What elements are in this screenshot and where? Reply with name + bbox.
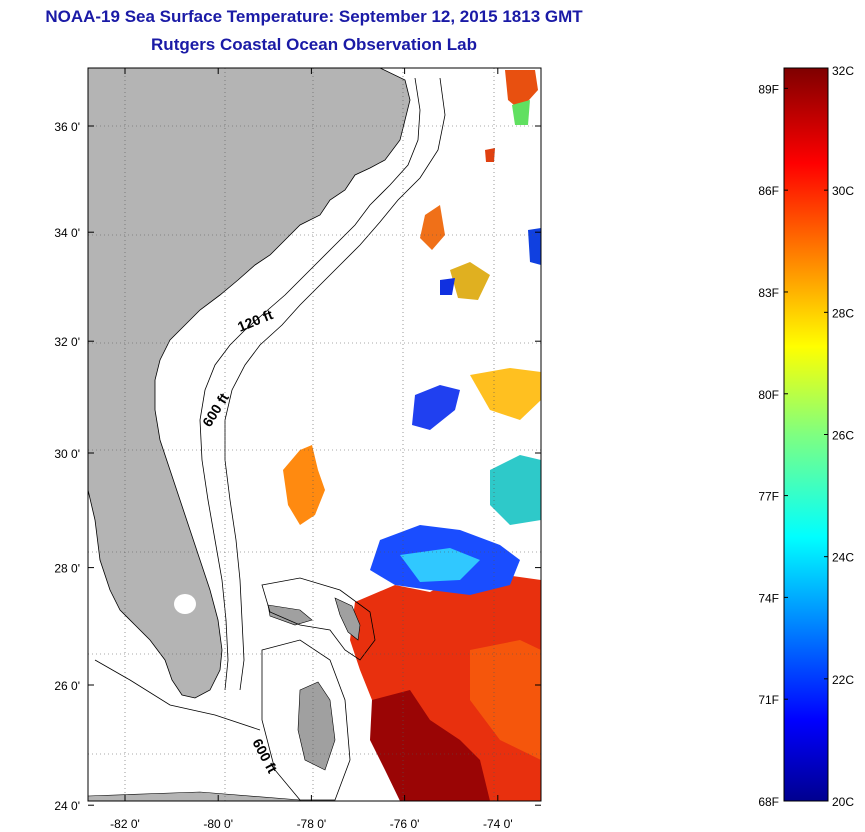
- lat-tick-label: 26 0': [54, 679, 80, 693]
- land-bahamas-abaco: [334, 597, 361, 641]
- colorbar: [783, 67, 829, 802]
- sst-patch-north-blue: [440, 278, 455, 295]
- contour-keys: [94, 659, 261, 731]
- lat-tick-label: 28 0': [54, 562, 80, 576]
- sst-patch-teal-east: [490, 455, 541, 525]
- sst-patch-ne-green: [512, 100, 530, 125]
- lon-tick-label: -76 0': [390, 817, 420, 831]
- lat-tick-label: 36 0': [54, 120, 80, 134]
- sst-patch-30n: [412, 385, 460, 430]
- contour-600ft: [224, 77, 446, 691]
- fahrenheit-label: 74F: [758, 591, 779, 605]
- lat-tick-label: 30 0': [54, 447, 80, 461]
- lake-okeechobee: [174, 594, 196, 614]
- colorbar-celsius-labels: 32C 30C 28C 26C 24C 22C 20C: [824, 64, 854, 809]
- contour-bahamas-bank-2: [261, 639, 351, 801]
- contour-120ft: [199, 77, 421, 691]
- land-bahamas-grand: [267, 604, 313, 626]
- fahrenheit-label: 83F: [758, 286, 779, 300]
- sst-patch-cyan: [400, 548, 480, 582]
- contour-bahamas-bank-1: [261, 577, 376, 661]
- sst-patch-north-mix: [450, 262, 490, 300]
- fahrenheit-label: 86F: [758, 184, 779, 198]
- lat-tick-label: 34 0': [54, 226, 80, 240]
- celsius-label: 24C: [832, 551, 854, 565]
- sst-patch-small-1: [485, 148, 495, 162]
- lat-tick-label: 24 0': [54, 799, 80, 813]
- celsius-label: 32C: [832, 64, 854, 78]
- land-us-southeast: [88, 68, 411, 699]
- map-subtitle: Rutgers Coastal Ocean Observation Lab: [151, 35, 477, 54]
- land-bahamas-andros: [297, 681, 336, 771]
- sst-patch-small-2: [528, 228, 541, 265]
- latitude-axis: 36 0' 34 0' 32 0' 30 0' 28 0' 26 0' 24 0': [54, 120, 541, 813]
- celsius-label: 28C: [832, 306, 854, 320]
- fahrenheit-label: 89F: [758, 82, 779, 96]
- sst-patch-offshore-gulfstream: [283, 445, 325, 525]
- map-title: NOAA-19 Sea Surface Temperature: Septemb…: [45, 7, 583, 26]
- colorbar-fahrenheit-labels: 89F 86F 83F 80F 77F 74F 71F 68F: [758, 82, 788, 809]
- bathymetry-contours: [94, 77, 446, 801]
- fahrenheit-label: 80F: [758, 388, 779, 402]
- celsius-label: 22C: [832, 673, 854, 687]
- lon-tick-label: -80 0': [203, 817, 233, 831]
- celsius-label: 30C: [832, 184, 854, 198]
- celsius-label: 26C: [832, 429, 854, 443]
- lon-tick-label: -82 0': [110, 817, 140, 831]
- sst-patch-30n-warm: [470, 368, 541, 420]
- sst-patch-ne-corner: [505, 70, 538, 110]
- sst-patch-north-warm: [420, 205, 445, 250]
- sst-patch-east-warm: [470, 640, 541, 760]
- fahrenheit-label: 68F: [758, 795, 779, 809]
- celsius-label: 20C: [832, 795, 854, 809]
- lat-tick-label: 32 0': [54, 335, 80, 349]
- fahrenheit-label: 71F: [758, 693, 779, 707]
- sst-data-layer: [283, 70, 541, 801]
- longitude-axis: -82 0' -80 0' -78 0' -76 0' -74 0': [110, 68, 513, 831]
- lon-tick-label: -78 0': [297, 817, 327, 831]
- fahrenheit-label: 77F: [758, 490, 779, 504]
- sst-patch-dark-red: [370, 690, 490, 801]
- lon-tick-label: -74 0': [483, 817, 513, 831]
